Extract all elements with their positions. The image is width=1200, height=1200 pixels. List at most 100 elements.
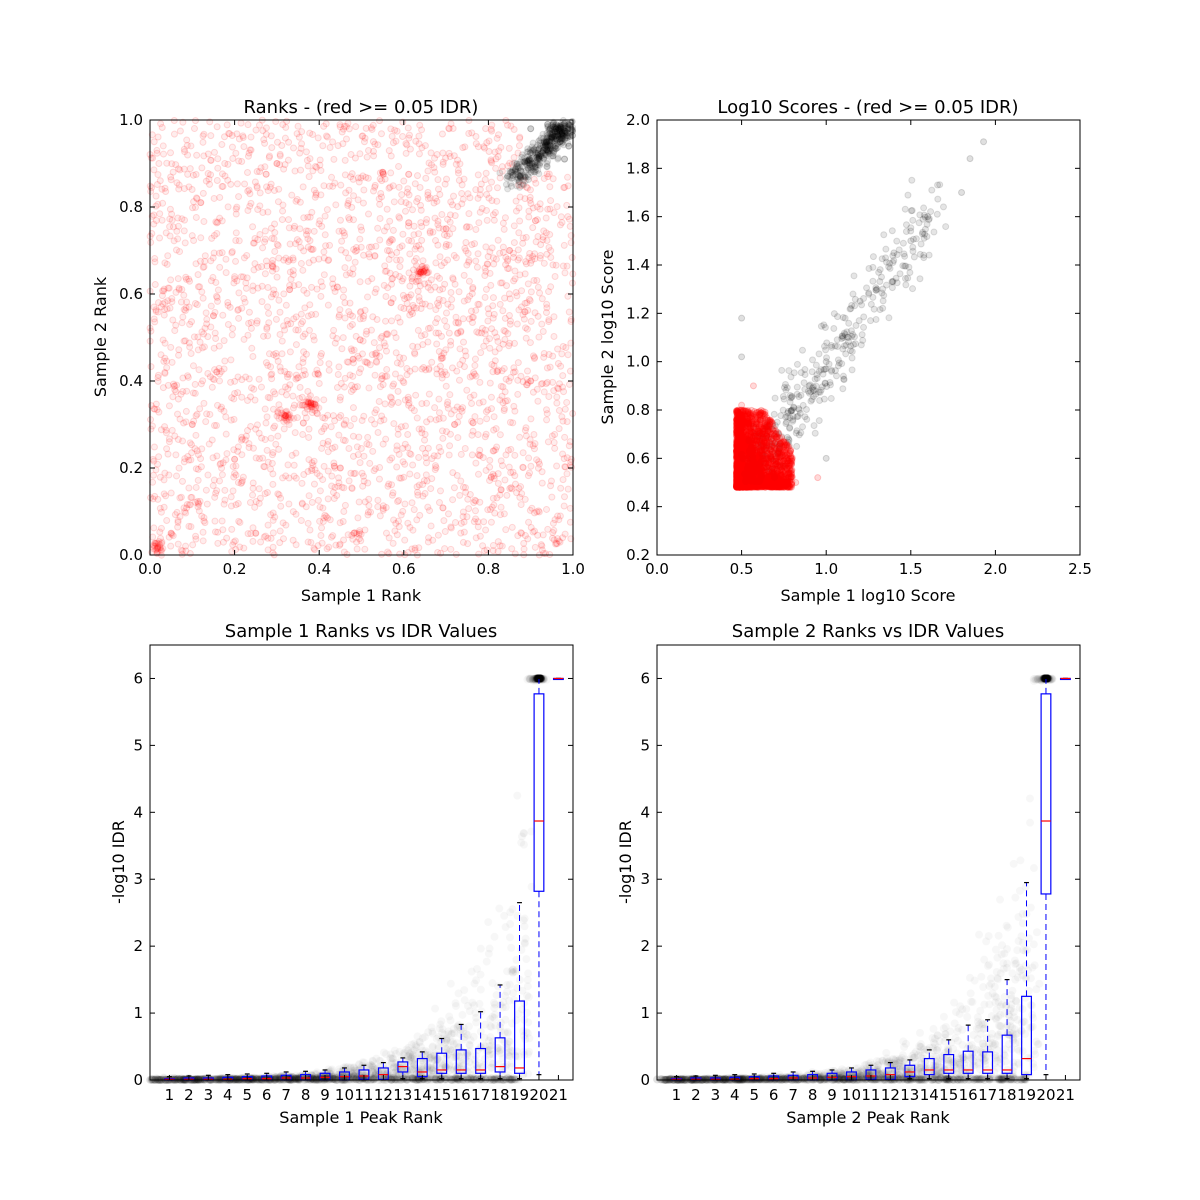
rank-point: [245, 375, 253, 383]
rank-point: [396, 474, 404, 482]
rank-point: [216, 460, 224, 468]
rank-point: [306, 237, 314, 245]
rank-point: [148, 422, 156, 430]
rank-point: [212, 422, 220, 430]
rank-point: [499, 219, 507, 227]
rank-point: [255, 375, 263, 383]
rank-point: [402, 199, 410, 207]
rank-point: [543, 505, 551, 513]
rank-point: [457, 328, 465, 336]
rank-point: [402, 207, 410, 215]
rank-point: [222, 255, 230, 263]
rank-point: [262, 419, 270, 427]
rank-point: [381, 342, 389, 350]
rank-point: [263, 446, 271, 454]
rank-point: [460, 363, 468, 371]
rank-point: [198, 445, 206, 453]
rank-point: [289, 271, 297, 279]
rank-point: [346, 322, 354, 330]
rank-point: [284, 373, 292, 381]
rank-point: [166, 304, 174, 312]
rank-point: [307, 399, 315, 407]
score-point: [802, 406, 810, 414]
rank-point: [361, 526, 369, 534]
rank-point: [514, 376, 522, 384]
rank-point: [522, 424, 530, 432]
rank-point: [360, 312, 368, 320]
rank-point: [451, 421, 459, 428]
rank-point: [200, 343, 208, 351]
rank-point: [181, 455, 189, 463]
rank-point: [193, 410, 201, 418]
rank-point: [222, 269, 230, 277]
rank-point: [516, 493, 524, 501]
rank-point: [333, 384, 341, 392]
rank-point: [466, 393, 474, 401]
rank-point: [533, 203, 541, 211]
rank-point: [559, 342, 567, 350]
rank-point: [197, 234, 205, 242]
rank-point: [173, 179, 181, 187]
rank-point: [529, 224, 537, 232]
rank-point: [281, 134, 289, 142]
rank-point: [265, 319, 273, 327]
rank-point: [347, 388, 355, 396]
score-point: [916, 250, 924, 258]
rank-point: [505, 342, 513, 350]
rank-point: [490, 260, 498, 268]
rank-point: [509, 249, 517, 257]
rank-point: [438, 210, 446, 218]
rank-point: [483, 190, 491, 198]
rank-point: [535, 458, 543, 466]
rank-point: [536, 205, 544, 213]
rank-point: [549, 261, 557, 269]
rank-point: [477, 180, 485, 188]
rank-point: [203, 500, 211, 508]
rank-point: [400, 177, 408, 185]
rank-point: [435, 302, 443, 310]
rank-point: [272, 290, 280, 298]
rank-point: [472, 459, 480, 467]
ranks-scatter-points: [146, 116, 577, 559]
rank-point: [536, 139, 544, 147]
rank-point: [284, 461, 292, 469]
rank-point: [395, 450, 403, 458]
rank-point: [428, 475, 436, 483]
rank-point: [535, 508, 543, 516]
rank-point: [445, 124, 453, 132]
score-point: [848, 348, 856, 356]
rank-point: [230, 446, 238, 454]
rank-point: [194, 333, 202, 341]
rank-point: [489, 254, 497, 262]
rank-point: [311, 546, 319, 554]
score-point: [865, 264, 873, 272]
rank-point: [554, 144, 562, 152]
rank-point: [457, 477, 465, 485]
score-point: [869, 253, 877, 261]
rank-point: [245, 186, 253, 194]
rank-point: [295, 363, 303, 371]
score-point: [882, 245, 890, 253]
rank-point: [290, 461, 298, 469]
rank-point: [272, 118, 280, 126]
rank-point: [553, 462, 561, 470]
rank-point: [432, 237, 440, 245]
rank-point: [182, 275, 190, 283]
rank-point: [387, 400, 395, 408]
rank-point: [547, 477, 555, 485]
rank-point: [382, 330, 390, 338]
score-point: [886, 259, 894, 267]
rank-point: [521, 308, 529, 316]
rank-point: [310, 227, 318, 235]
rank-point: [218, 517, 226, 525]
rank-point: [377, 375, 385, 383]
rank-point: [392, 137, 400, 145]
score-point: [924, 213, 932, 221]
score-point: [907, 227, 915, 235]
rank-point: [481, 264, 489, 272]
rank-point: [249, 484, 257, 492]
rank-point: [487, 125, 495, 133]
rank-point: [199, 528, 207, 536]
ranks-scatter-panel: Ranks - (red >= 0.05 IDR) 0.0 0.2 0.4 0.6 0.…: [91, 97, 585, 605]
rank-point: [536, 254, 544, 262]
